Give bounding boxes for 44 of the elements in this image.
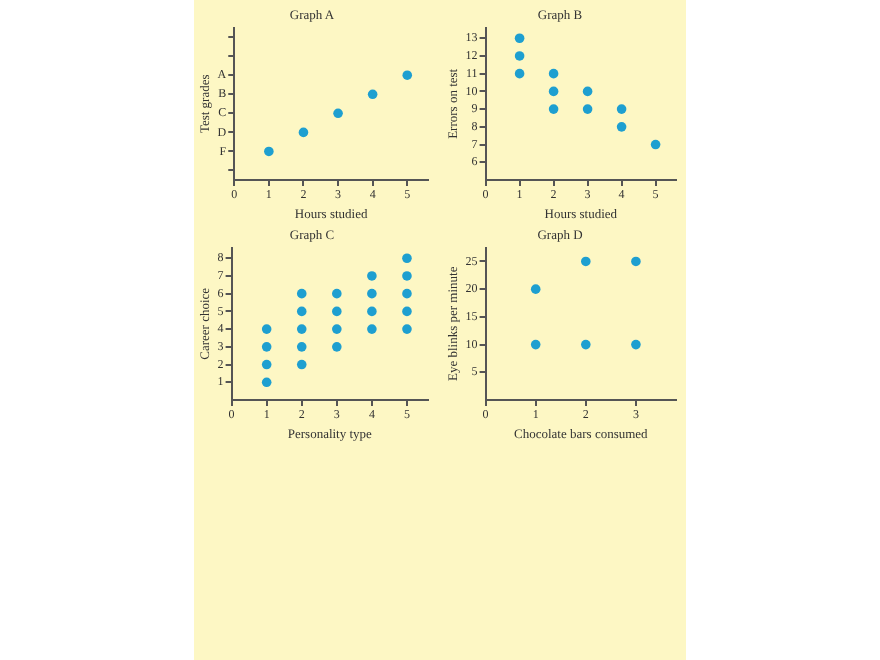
point: [367, 324, 377, 334]
point: [298, 127, 309, 138]
point: [367, 288, 377, 299]
point: [581, 339, 591, 350]
point: [367, 271, 377, 281]
point: [650, 139, 661, 150]
point: [296, 288, 307, 299]
point: [367, 306, 377, 317]
point: [402, 253, 412, 264]
point: [296, 324, 307, 334]
point: [261, 342, 272, 352]
point: [548, 68, 559, 79]
point: [631, 339, 641, 350]
point: [296, 306, 307, 317]
point: [514, 33, 525, 44]
point: [333, 108, 343, 119]
point: [616, 104, 627, 114]
point: [296, 359, 307, 370]
point: [530, 284, 541, 294]
point: [402, 271, 412, 281]
point: [332, 324, 342, 334]
point: [548, 86, 559, 97]
point: [631, 256, 641, 267]
point: [402, 306, 412, 317]
point: [582, 86, 593, 97]
point: [332, 288, 342, 299]
point: [261, 324, 272, 334]
point: [332, 342, 342, 352]
point: [402, 70, 413, 81]
point: [332, 306, 342, 317]
point: [367, 89, 378, 100]
point: [514, 51, 525, 61]
point: [402, 324, 412, 334]
point: [582, 104, 593, 114]
point: [261, 359, 272, 370]
point: [296, 342, 307, 352]
point: [261, 377, 272, 388]
point: [616, 122, 627, 132]
point: [402, 288, 412, 299]
point: [530, 339, 541, 350]
point: [514, 68, 525, 79]
point: [264, 146, 274, 157]
point: [548, 104, 559, 114]
point: [581, 256, 591, 267]
